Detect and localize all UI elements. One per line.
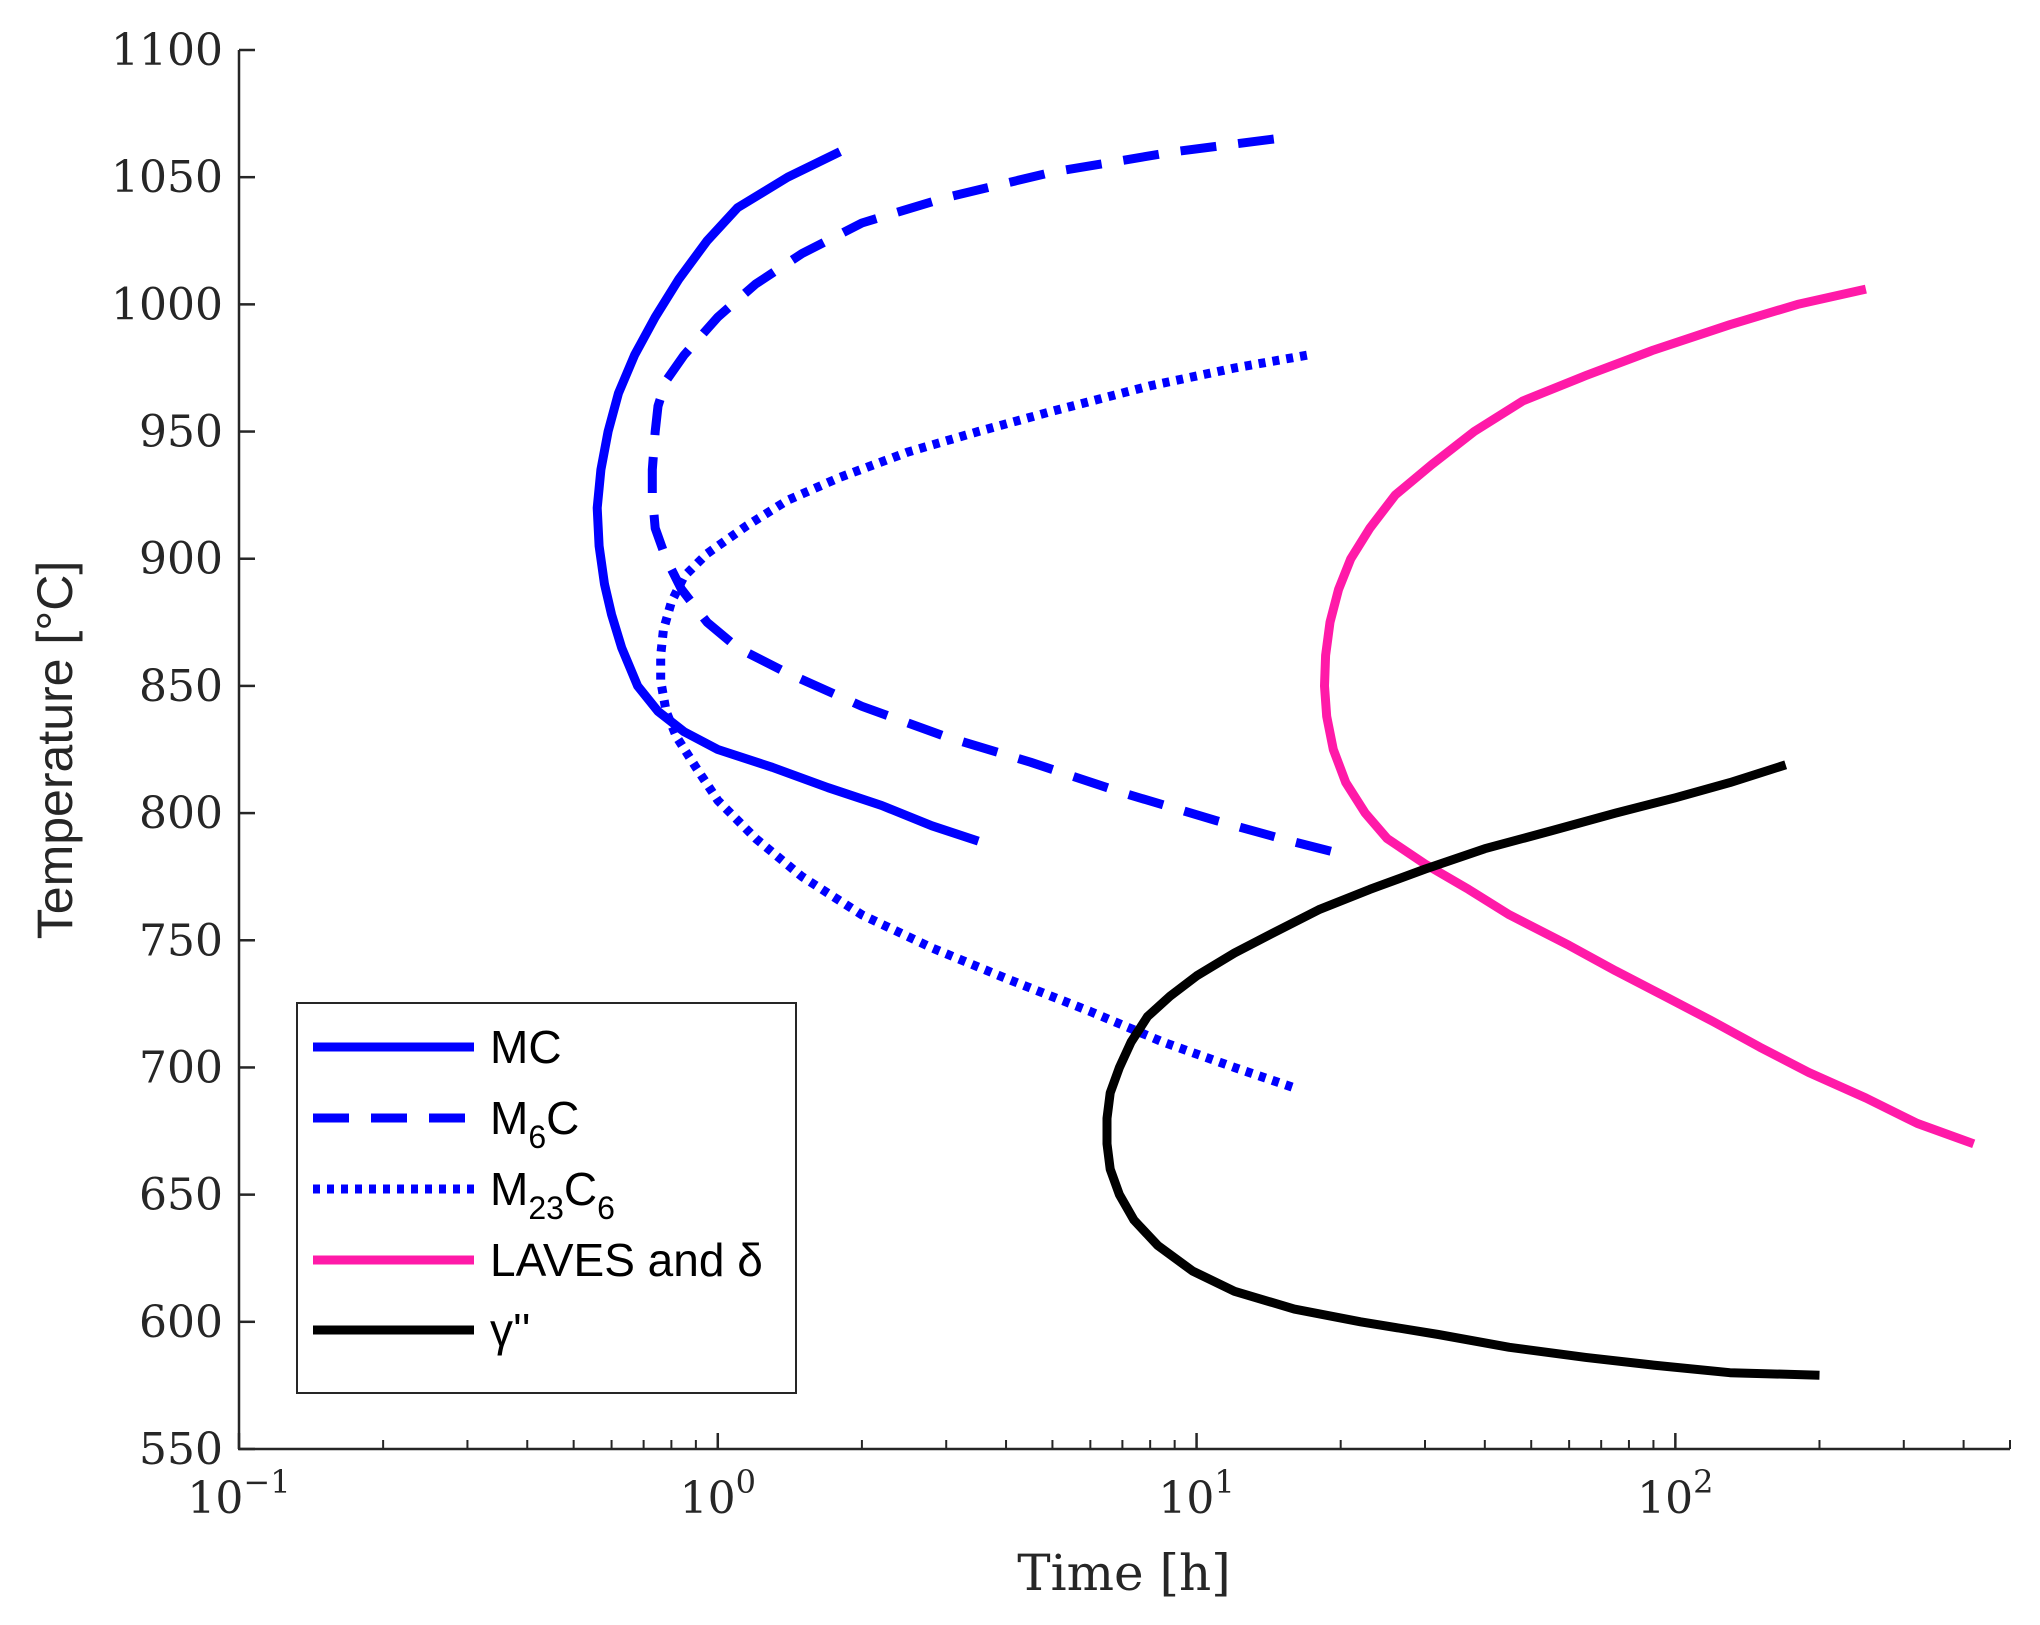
y-tick-label: 950: [139, 407, 223, 458]
x-tick-label: 101: [1158, 1463, 1234, 1524]
y-tick-label: 600: [139, 1297, 223, 1348]
y-tick-label: 1050: [111, 152, 223, 203]
series-line-laves-and-: [1320, 284, 1976, 1149]
series-layer: [592, 134, 1976, 1380]
legend-label--: γ'': [490, 1304, 531, 1356]
series-line-mc: [592, 147, 980, 846]
y-tick-label: 750: [139, 915, 223, 966]
legend-label-m6c: M6C: [490, 1092, 579, 1155]
y-tick-label: 550: [139, 1424, 223, 1475]
y-tick-label: 650: [139, 1170, 223, 1221]
x-tick-label: 10−1: [187, 1463, 290, 1524]
y-tick-label: 700: [139, 1042, 223, 1093]
legend-label-m23c6: M23C6: [490, 1163, 615, 1226]
y-tick-label: 850: [139, 661, 223, 712]
y-tick-label: 800: [139, 788, 223, 839]
y-tick-label: 1100: [111, 25, 223, 76]
y-axis-title: Temperature [°C]: [27, 561, 83, 939]
x-axis-title: Time [h]: [1017, 1544, 1230, 1602]
x-tick-label: 100: [680, 1463, 756, 1524]
legend: MC M6C M23C6 LAVES and δ γ'': [296, 1002, 797, 1394]
y-tick-label: 1000: [111, 279, 223, 330]
axes-layer: [237, 50, 2010, 1451]
series-line--: [1102, 760, 1820, 1380]
x-tick-label: 102: [1637, 1463, 1713, 1524]
y-tick-label: 900: [139, 534, 223, 585]
ticks-layer: 550 600 650 700 750 800 850 900 950 1000 1050 1100 1…: [111, 25, 2011, 1524]
legend-label-mc: MC: [490, 1021, 562, 1073]
legend-label-laves-and-: LAVES and δ: [490, 1234, 763, 1286]
